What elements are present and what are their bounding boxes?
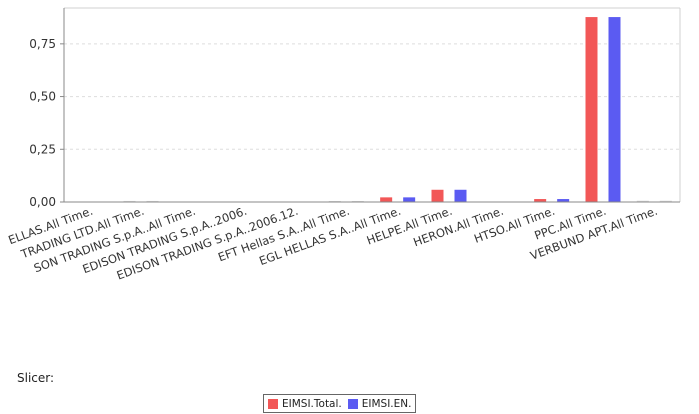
y-tick-label: 0,00 — [29, 195, 56, 209]
bar-en[interactable] — [557, 199, 570, 202]
legend-label: EIMSI.EN. — [361, 397, 412, 410]
bar-total[interactable] — [123, 200, 136, 202]
slicer-label: Slicer: — [17, 371, 55, 385]
bar-en[interactable] — [403, 197, 416, 202]
legend-item: EIMSI.Total. — [268, 398, 342, 410]
bar-total[interactable] — [585, 17, 598, 203]
bar-en[interactable] — [608, 17, 621, 203]
legend: EIMSI.Total. EIMSI.EN. — [263, 394, 417, 413]
y-tick-label: 0,50 — [29, 90, 56, 104]
bar-total[interactable] — [534, 199, 547, 202]
gridlines — [64, 43, 680, 150]
legend-item: EIMSI.EN. — [347, 397, 412, 410]
bar-en[interactable] — [659, 200, 672, 202]
bar-en[interactable] — [146, 200, 159, 202]
bars — [123, 17, 672, 203]
bar-en[interactable] — [454, 189, 467, 202]
y-axis-ticks: 0,00 0,25 0,50 0,75 — [29, 37, 64, 209]
legend-label: EIMSI.Total. — [282, 397, 342, 410]
y-tick-label: 0,75 — [29, 37, 56, 51]
legend-swatch — [268, 398, 278, 409]
x-axis-labels: ELLAS.All Time.TRADING LTD.All Time.SON … — [6, 204, 659, 283]
bar-total[interactable] — [636, 200, 649, 202]
bar-total[interactable] — [380, 197, 393, 202]
bar-total[interactable] — [431, 189, 444, 202]
bar-chart: 0,00 0,25 0,50 0,75 ELLAS.All Time.TRADING … — [6, 7, 681, 283]
legend-swatch — [347, 398, 358, 409]
y-tick-label: 0,25 — [29, 142, 56, 156]
